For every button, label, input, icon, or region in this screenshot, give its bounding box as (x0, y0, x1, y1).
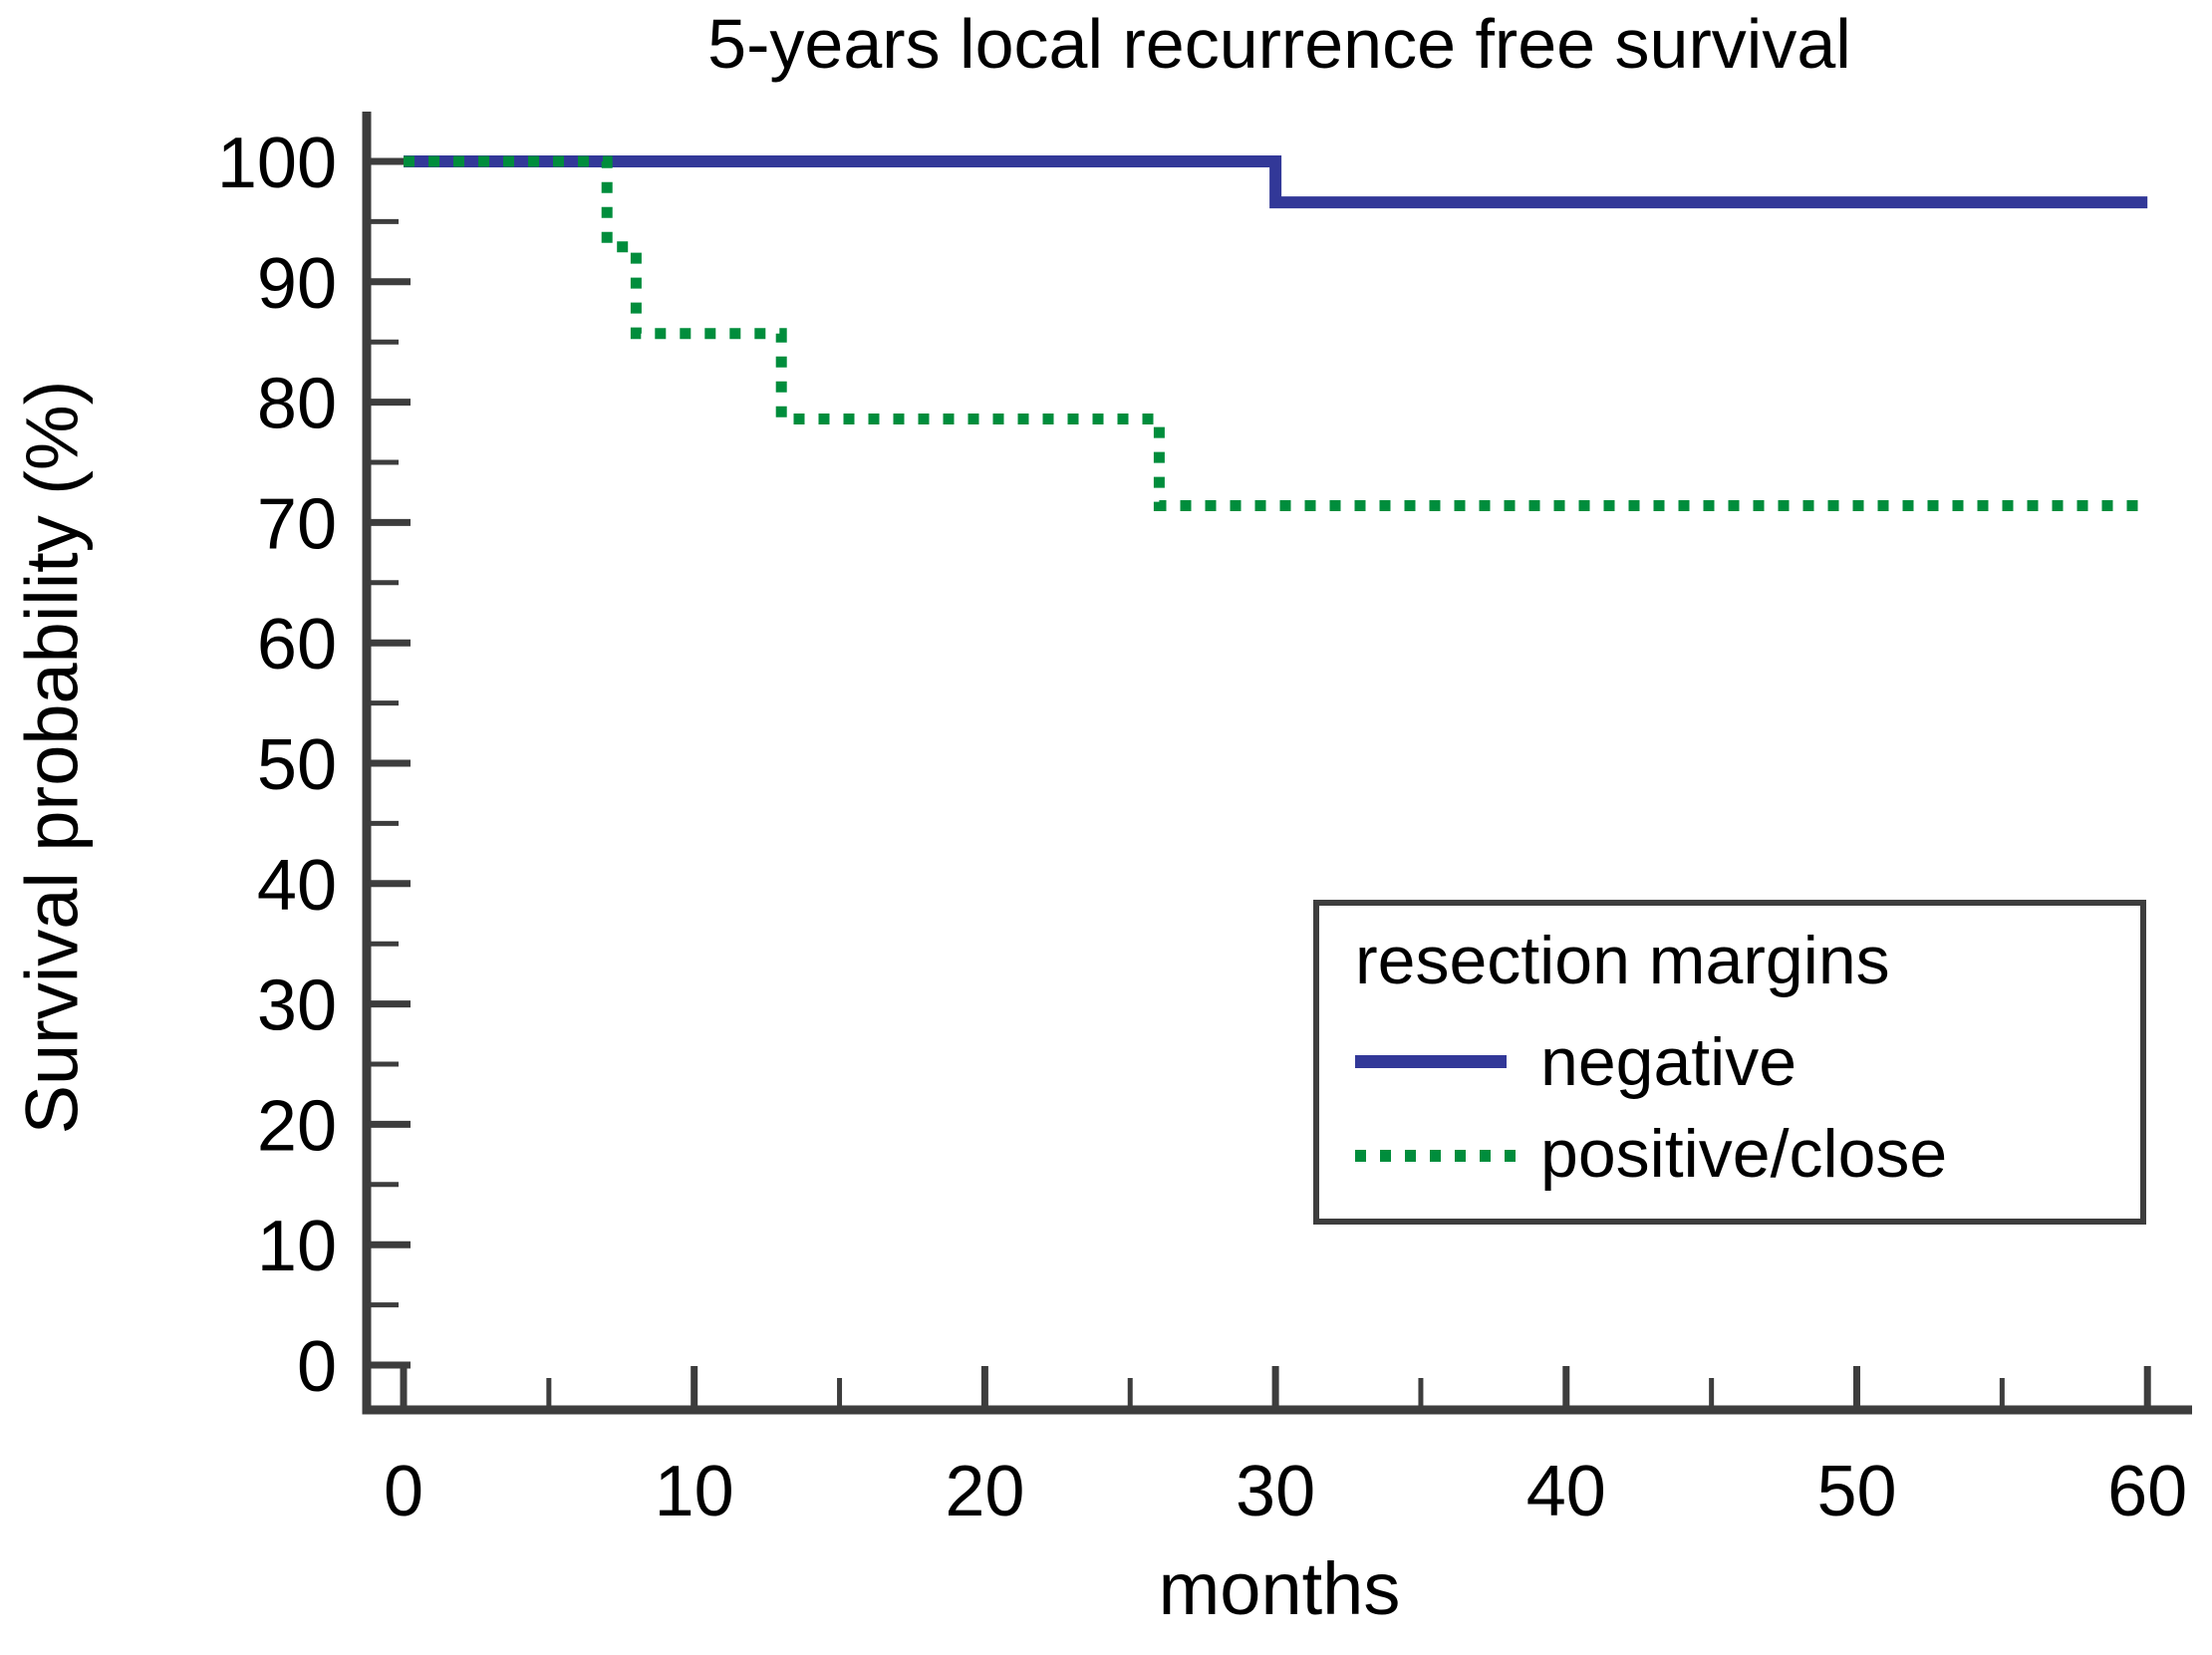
legend-label-positive-close: positive/close (1540, 1116, 1948, 1192)
data-series (404, 155, 2148, 511)
x-tick-label: 0 (384, 1452, 423, 1531)
legend-title: resection margins (1355, 923, 1890, 998)
y-tick-label: 100 (217, 124, 337, 203)
axis-tick-labels: 0 10 20 30 40 50 60 70 80 90 100 0 10 20 30 40 50 60 (217, 124, 2187, 1531)
x-tick-label: 50 (1816, 1452, 1896, 1531)
x-tick-label: 40 (1526, 1452, 1606, 1531)
x-axis-label: months (1158, 1547, 1401, 1630)
legend: resection margins negative positive/clos… (1313, 900, 2146, 1225)
x-tick-label: 30 (1236, 1452, 1315, 1531)
x-tick-label: 10 (655, 1452, 734, 1531)
legend-swatch-positive-close (1355, 1150, 1517, 1162)
y-tick-label: 20 (257, 1086, 337, 1166)
legend-label-negative: negative (1540, 1024, 1797, 1100)
x-tick-label: 60 (2107, 1452, 2187, 1531)
y-tick-label: 30 (257, 966, 337, 1046)
y-tick-label: 80 (257, 365, 337, 444)
y-tick-label: 40 (257, 846, 337, 926)
series-positive-close-line (404, 155, 2148, 511)
y-tick-label: 70 (257, 484, 337, 564)
chart-title: 5-years local recurrence free survival (707, 5, 1851, 83)
y-tick-label: 60 (257, 605, 337, 685)
y-tick-label: 50 (257, 725, 337, 805)
series-negative-line (404, 155, 2148, 209)
y-tick-label: 0 (297, 1327, 337, 1407)
y-tick-label: 10 (257, 1207, 337, 1286)
legend-swatch-negative (1355, 1055, 1507, 1068)
axis-ticks (367, 157, 2151, 1410)
y-tick-label: 90 (257, 244, 337, 324)
x-tick-label: 20 (945, 1452, 1024, 1531)
